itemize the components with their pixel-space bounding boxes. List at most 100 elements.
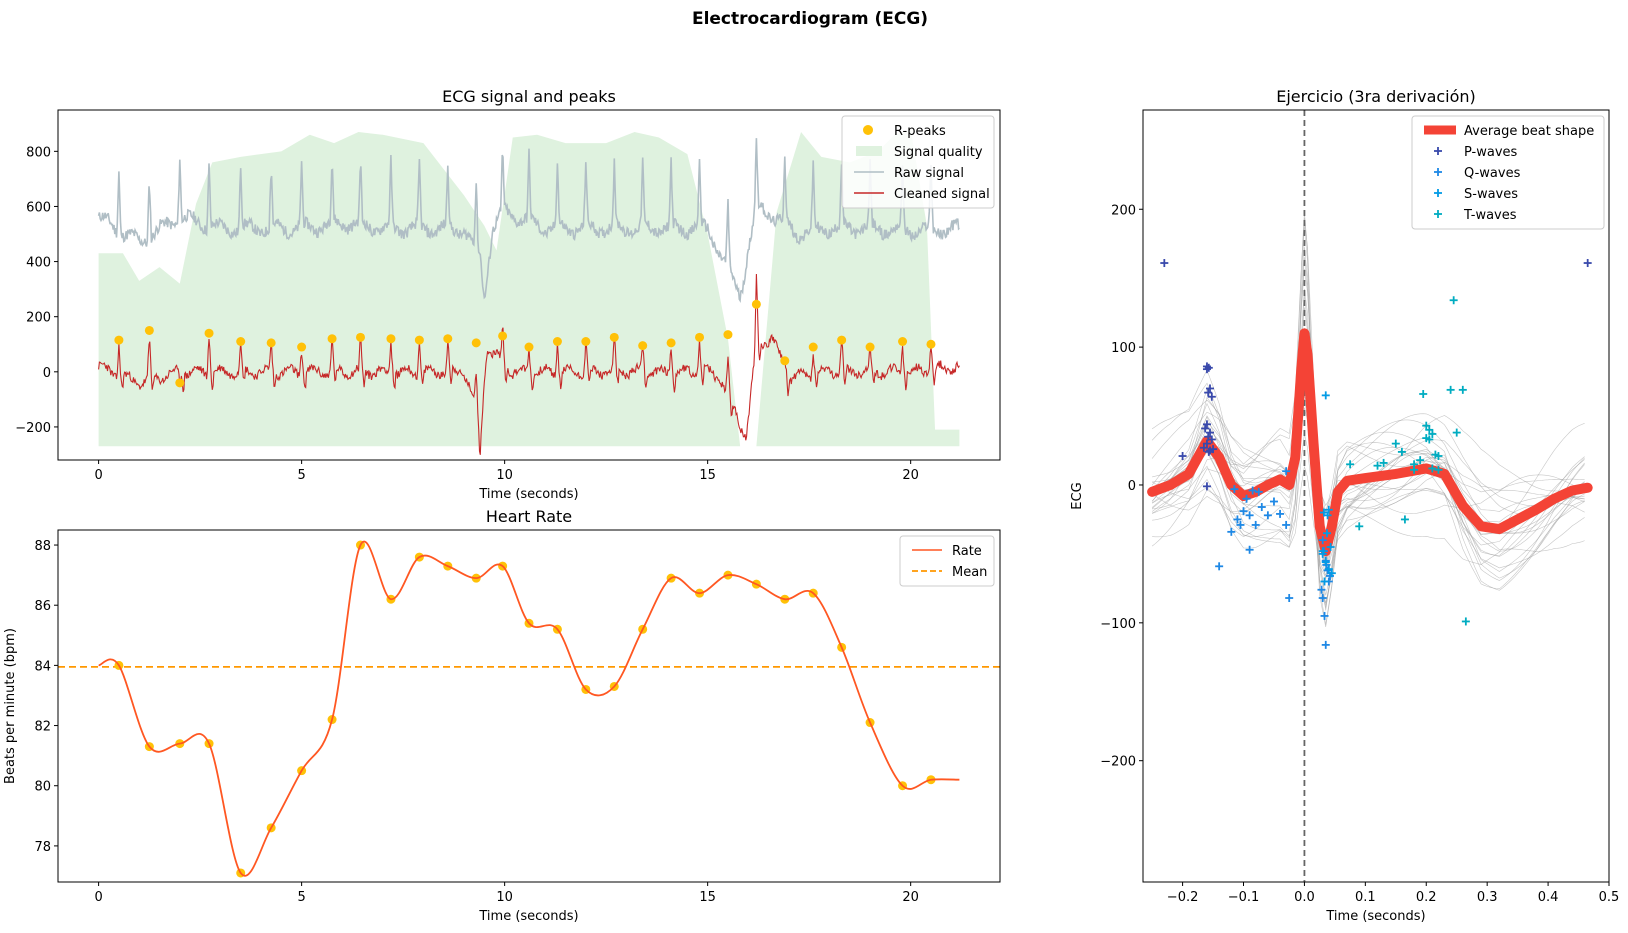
legend-label: Cleaned signal — [894, 187, 990, 202]
individual-beat-line — [1151, 288, 1585, 590]
r-peak-point — [898, 336, 908, 346]
x-axis-label: Time (seconds) — [478, 909, 578, 924]
r-peak-point — [266, 338, 276, 348]
x-tick-label: 0.1 — [1355, 890, 1376, 905]
r-peak-point — [204, 328, 214, 338]
r-peak-point — [414, 335, 424, 345]
legend-label: Average beat shape — [1464, 124, 1594, 139]
r-peak-point — [723, 330, 733, 340]
y-tick-label: 84 — [34, 659, 51, 674]
x-tick-label: 0.3 — [1477, 890, 1498, 905]
y-tick-label: 100 — [1111, 341, 1136, 356]
y-tick-label: 600 — [26, 200, 51, 215]
individual-beat-line — [1151, 224, 1585, 611]
x-tick-label: 15 — [699, 890, 716, 905]
axes-frame — [57, 529, 1001, 883]
r-peak-point — [524, 342, 534, 352]
x-tick-label: 10 — [496, 468, 513, 483]
legend-box — [841, 115, 995, 209]
r-peak-point — [751, 299, 761, 309]
r-peak-point — [865, 342, 875, 352]
x-tick-label: 0 — [94, 890, 102, 905]
x-tick-label: −0.1 — [1228, 890, 1260, 905]
r-peak-point — [609, 332, 619, 342]
legend-label: Q-waves — [1464, 166, 1521, 181]
y-tick-label: −100 — [1100, 617, 1136, 632]
axes-title: ECG signal and peaks — [442, 87, 616, 106]
x-tick-label: 5 — [297, 468, 305, 483]
r-peak-point — [297, 342, 307, 352]
legend-label: S-waves — [1464, 187, 1518, 202]
legend-label: Rate — [952, 544, 982, 559]
y-tick-label: 0 — [1128, 479, 1136, 494]
y-axis-label: ECG — [1070, 482, 1085, 509]
x-tick-label: −0.2 — [1167, 890, 1199, 905]
r-peak-point — [552, 336, 562, 346]
individual-beat-line — [1151, 360, 1585, 567]
r-peak-point — [695, 332, 705, 342]
r-peak-point — [926, 339, 936, 349]
individual-beat-line — [1152, 365, 1585, 558]
legend-label: R-peaks — [894, 124, 946, 139]
x-tick-label: 0.5 — [1599, 890, 1620, 905]
y-tick-label: 200 — [26, 311, 51, 326]
individual-beat-line — [1152, 269, 1585, 513]
r-peak-point — [808, 342, 818, 352]
legend-label: Raw signal — [894, 166, 964, 181]
figure-suptitle: Electrocardiogram (ECG) — [692, 9, 928, 29]
r-peak-point — [471, 338, 481, 348]
heart-rate-panel: 0 5 10 15 20 78 80 82 84 86 88 Heart Rate Time (seco… — [3, 507, 1001, 924]
individual-beat-line — [1152, 217, 1585, 533]
r-peak-point — [175, 378, 185, 388]
individual-beat-line — [1151, 351, 1585, 570]
x-tick-label: 5 — [297, 890, 305, 905]
r-peak-point — [581, 336, 591, 346]
x-tick-label: 20 — [902, 468, 919, 483]
r-peak-point — [498, 331, 508, 341]
r-peak-point — [386, 334, 396, 344]
y-tick-label: 78 — [34, 840, 51, 855]
r-peak-point — [236, 336, 246, 346]
individual-beat-line — [1151, 211, 1585, 606]
y-tick-label: −200 — [1100, 755, 1136, 770]
y-tick-label: 200 — [1111, 203, 1136, 218]
r-peak-point — [144, 325, 154, 335]
x-axis-label: Time (seconds) — [1325, 909, 1425, 924]
x-tick-label: 0.4 — [1538, 890, 1559, 905]
r-peak-point — [327, 334, 337, 344]
y-tick-label: 800 — [26, 145, 51, 160]
individual-beat-line — [1151, 399, 1585, 604]
r-peak-point — [638, 341, 648, 351]
y-tick-label: 400 — [26, 256, 51, 271]
axes-title: Heart Rate — [486, 507, 572, 526]
individual-beat-line — [1151, 256, 1585, 591]
legend-label: Mean — [952, 565, 987, 580]
x-tick-label: 0.0 — [1294, 890, 1315, 905]
legend-label: Signal quality — [894, 145, 983, 160]
r-peak-point — [355, 332, 365, 342]
individual-beat-line — [1151, 399, 1585, 515]
rate-line — [98, 540, 960, 877]
x-axis-label: Time (seconds) — [478, 487, 578, 502]
individual-beat-line — [1151, 343, 1585, 596]
r-peak-point — [780, 356, 790, 366]
x-tick-label: 15 — [699, 468, 716, 483]
axes-frame — [57, 109, 1001, 461]
legend-box — [1411, 115, 1605, 230]
r-peak-point — [837, 335, 847, 345]
r-peak-point — [666, 338, 676, 348]
x-tick-label: 0 — [94, 468, 102, 483]
individual-beat-line — [1151, 360, 1585, 568]
x-tick-label: 20 — [902, 890, 919, 905]
y-axis-label: Beats per minute (bpm) — [3, 628, 18, 784]
x-tick-label: 0.2 — [1416, 890, 1437, 905]
r-peak-point — [114, 335, 124, 345]
individual-beat-line — [1151, 350, 1585, 608]
r-peak-point — [443, 334, 453, 344]
y-tick-label: 0 — [43, 366, 51, 381]
legend-marker — [856, 146, 882, 156]
individual-beat-line — [1151, 389, 1585, 514]
x-tick-label: 10 — [496, 890, 513, 905]
y-tick-label: 80 — [34, 780, 51, 795]
